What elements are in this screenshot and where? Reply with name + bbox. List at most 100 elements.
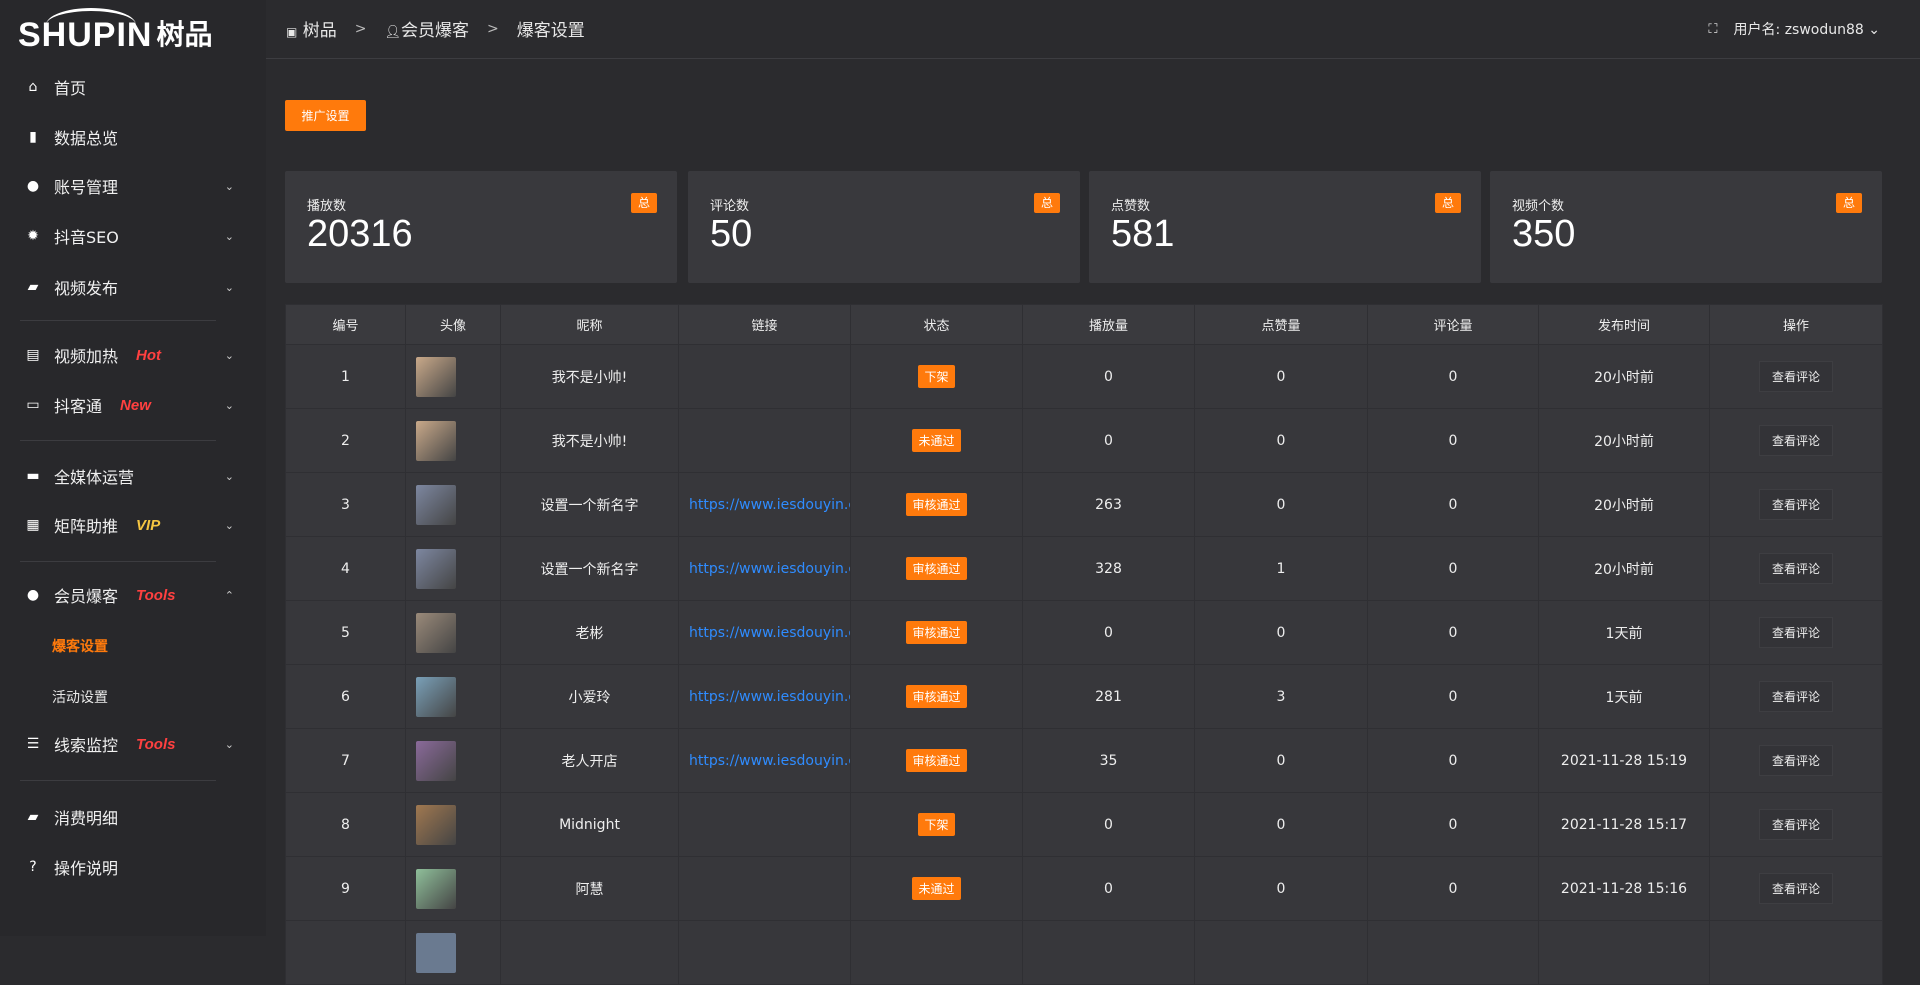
- sidebar-item-label: 账号管理: [54, 178, 119, 197]
- video-link[interactable]: https://www.iesdouyin.c: [689, 624, 850, 641]
- row-id: 2: [285, 408, 406, 473]
- publish-time: 2021-11-28 15:17: [1538, 792, 1710, 857]
- status-badge: 审核通过: [906, 749, 967, 772]
- status-badge: 下架: [918, 813, 955, 836]
- view-comments-button[interactable]: 查看评论: [1758, 553, 1833, 584]
- video-link[interactable]: https://www.iesdouyin.c: [689, 752, 850, 769]
- avatar: [416, 804, 456, 845]
- nickname: 小爱玲: [500, 664, 679, 729]
- total-badge: 总: [631, 193, 657, 213]
- user-menu[interactable]: 用户名: zswodun88 ⌄: [1733, 22, 1880, 38]
- row-id: 9: [285, 856, 406, 921]
- sidebar-item-8[interactable]: ▦ 矩阵助推 VIP ⌄: [24, 507, 234, 543]
- logo-text-en: SHUPIN: [18, 8, 153, 54]
- sidebar-tag: Tools: [136, 586, 176, 604]
- sidebar-item-label: 操作说明: [54, 859, 119, 878]
- view-comments-button[interactable]: 查看评论: [1758, 425, 1833, 456]
- promo-settings-button[interactable]: 推广设置: [285, 100, 366, 131]
- data-table: 编号 头像 昵称 链接 状态 播放量 点赞量 评论量 发布时间 操作 1 我不是小帅! 下架 0 …: [285, 304, 1883, 985]
- row-id: 6: [285, 664, 406, 729]
- avatar: [416, 484, 456, 525]
- table-row: 5 老彬 https://www.iesdouyin.c 审核通过 0 0 0 …: [285, 600, 1883, 665]
- view-comments-button[interactable]: 查看评论: [1758, 489, 1833, 520]
- sidebar-item-5[interactable]: ▤ 视频加热 Hot ⌄: [24, 337, 234, 373]
- table-row: 4 设置一个新名字 https://www.iesdouyin.c 审核通过 3…: [285, 536, 1883, 601]
- sidebar: SHUPIN 树品 ⌂ 首页 ▮ 数据总览 ● 账号管理 ⌄ ✹ 抖音SEO ⌄ ▰ 视频发布 ⌄ ▤ 视频…: [0, 0, 266, 936]
- chevron-down-icon: ⌄: [224, 229, 234, 243]
- total-badge: 总: [1435, 193, 1461, 213]
- sidebar-item-1[interactable]: ▮ 数据总览: [24, 119, 234, 155]
- column-header: 评论量: [1367, 304, 1539, 345]
- chevron-down-icon: ⌄: [224, 469, 234, 483]
- nickname: 我不是小帅!: [500, 408, 679, 473]
- sidebar-item-0[interactable]: ⌂ 首页: [24, 69, 234, 105]
- video-link[interactable]: https://www.iesdouyin.c: [689, 560, 850, 577]
- sidebar-item-7[interactable]: ▬ 全媒体运营 ⌄: [24, 458, 234, 494]
- fullscreen-icon[interactable]: ⛶: [1708, 21, 1718, 37]
- divider: [20, 440, 216, 441]
- view-comments-button[interactable]: 查看评论: [1758, 873, 1833, 904]
- table-row: 9 阿慧 未通过 0 0 0 2021-11-28 15:16 查看评论: [285, 856, 1883, 921]
- view-comments-button[interactable]: 查看评论: [1758, 617, 1833, 648]
- avatar: [416, 932, 456, 973]
- sidebar-item-label: 消费明细: [54, 809, 119, 828]
- view-comments-button[interactable]: 查看评论: [1758, 681, 1833, 712]
- logo[interactable]: SHUPIN 树品: [18, 8, 213, 54]
- sidebar-item-3[interactable]: ✹ 抖音SEO ⌄: [24, 218, 234, 254]
- sidebar-subitem-1[interactable]: 活动设置: [52, 690, 108, 706]
- stat-value: 20316: [307, 213, 413, 255]
- chevron-down-icon: ⌄: [224, 179, 234, 193]
- chevron-right-icon: >: [354, 20, 367, 37]
- help-icon: ?: [29, 859, 37, 875]
- sidebar-item-11[interactable]: ▰ 消费明细: [24, 799, 234, 835]
- sidebar-item-4[interactable]: ▰ 视频发布 ⌄: [24, 269, 234, 305]
- stat-value: 350: [1512, 213, 1576, 255]
- column-header: 头像: [405, 304, 501, 345]
- comments: 0: [1367, 664, 1539, 729]
- view-comments-button[interactable]: 查看评论: [1758, 809, 1833, 840]
- nickname: 设置一个新名字: [500, 536, 679, 601]
- chevron-up-icon: ⌃: [224, 588, 234, 602]
- row-id: 7: [285, 728, 406, 793]
- plays: 263: [1022, 472, 1195, 537]
- column-header: 链接: [678, 304, 851, 345]
- sidebar-item-6[interactable]: ▭ 抖客通 New ⌄: [24, 387, 234, 423]
- status-badge: 下架: [918, 365, 955, 388]
- comments: 0: [1367, 408, 1539, 473]
- comments: 0: [1367, 472, 1539, 537]
- plays: 281: [1022, 664, 1195, 729]
- table-row: [285, 920, 1883, 985]
- view-comments-button[interactable]: 查看评论: [1758, 361, 1833, 392]
- monitor-icon: ▬: [26, 468, 40, 484]
- avatar: [416, 356, 456, 397]
- video-link[interactable]: https://www.iesdouyin.c: [689, 496, 850, 513]
- logo-text-cn: 树品: [156, 18, 213, 51]
- table-row: 6 小爱玲 https://www.iesdouyin.c 审核通过 281 3…: [285, 664, 1883, 729]
- sidebar-subitem-0[interactable]: 爆客设置: [52, 639, 108, 655]
- stat-label: 点赞数: [1111, 199, 1151, 214]
- sidebar-item-label: 抖音SEO: [54, 228, 119, 247]
- sidebar-item-10[interactable]: ☰ 线索监控 Tools ⌄: [24, 726, 234, 762]
- sidebar-item-label: 全媒体运营: [54, 468, 135, 487]
- sidebar-item-label: 矩阵助推: [54, 517, 119, 536]
- row-id: 5: [285, 600, 406, 665]
- plays: 35: [1022, 728, 1195, 793]
- nickname: 设置一个新名字: [500, 472, 679, 537]
- sidebar-item-label: 首页: [54, 79, 87, 98]
- divider: [20, 780, 216, 781]
- user-icon: ●: [26, 587, 40, 603]
- sidebar-tag: VIP: [136, 516, 161, 534]
- view-comments-button[interactable]: 查看评论: [1758, 745, 1833, 776]
- sidebar-item-9[interactable]: ● 会员爆客 Tools ⌃: [24, 577, 234, 613]
- likes: 3: [1194, 664, 1368, 729]
- stat-label: 播放数: [307, 199, 347, 214]
- sidebar-item-2[interactable]: ● 账号管理 ⌄: [24, 168, 234, 204]
- column-header: 发布时间: [1538, 304, 1710, 345]
- chevron-down-icon: ⌄: [224, 348, 234, 362]
- breadcrumb-member[interactable]: 👤︎会员爆客: [384, 21, 469, 41]
- video-link[interactable]: https://www.iesdouyin.c: [689, 688, 850, 705]
- column-header: 昵称: [500, 304, 679, 345]
- breadcrumb-home[interactable]: ▣ 树品: [286, 21, 337, 41]
- sidebar-item-12[interactable]: ? 操作说明: [24, 849, 234, 885]
- comments: 0: [1367, 728, 1539, 793]
